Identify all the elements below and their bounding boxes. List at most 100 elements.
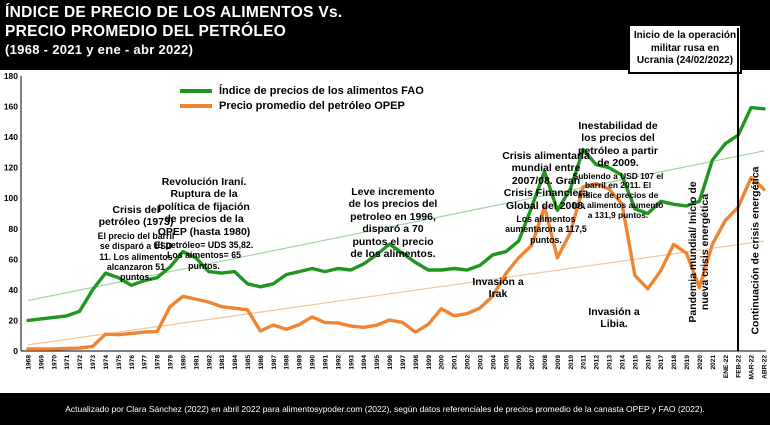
x-tick-label: 1988 bbox=[284, 355, 291, 370]
y-tick-label: 60 bbox=[9, 254, 19, 264]
x-tick-label: 1993 bbox=[348, 355, 355, 370]
x-tick-label: 1994 bbox=[361, 355, 368, 370]
legend-entry-opep: Precio promedio del petróleo OPEP bbox=[180, 100, 424, 112]
x-tick-label: 1968 bbox=[26, 355, 33, 370]
x-tick-label: 1999 bbox=[426, 355, 433, 370]
x-tick-label: 1995 bbox=[374, 355, 381, 370]
legend-label-fao: Índice de precios de los alimentos FAO bbox=[219, 85, 424, 97]
x-tick-label: 2018 bbox=[671, 355, 678, 370]
x-tick-label: 1990 bbox=[310, 355, 317, 370]
x-tick-label: 1983 bbox=[219, 355, 226, 370]
y-tick-label: 100 bbox=[4, 193, 18, 203]
x-tick-label: 1976 bbox=[129, 355, 136, 370]
annotation-crisis-1973: Crisis del petróleo (1973) El precio del… bbox=[94, 204, 178, 283]
x-tick-label: 1978 bbox=[155, 355, 162, 370]
x-tick-label: 1977 bbox=[142, 355, 149, 370]
x-tick-label: 2006 bbox=[516, 355, 523, 370]
opep-line-swatch bbox=[180, 104, 212, 108]
annotation-body: Subiendo a USD 107 el barril en 2011. El… bbox=[572, 170, 664, 221]
title-line-3: (1968 - 2021 y ene - abr 2022) bbox=[5, 41, 194, 57]
x-tick-label: 2010 bbox=[568, 355, 575, 370]
x-tick-label: 2020 bbox=[697, 355, 704, 370]
x-tick-label: 2014 bbox=[619, 355, 626, 370]
fao-trendline bbox=[27, 150, 765, 302]
x-tick-label: 2017 bbox=[658, 355, 665, 370]
x-tick-label: 2000 bbox=[439, 355, 446, 370]
y-tick-label: 160 bbox=[4, 102, 18, 112]
plot-area: 0 20 40 60 80 100 120 140 160 180 1968 1969 1970 1971… bbox=[0, 70, 770, 393]
annotation-invasion-libia: Invasión a Libia. bbox=[578, 306, 650, 331]
annotation-title: Invasión a Libia. bbox=[588, 306, 640, 331]
y-tick-label: 140 bbox=[4, 132, 18, 142]
x-tick-label: 1974 bbox=[103, 355, 110, 370]
opep-data-line bbox=[26, 175, 766, 351]
x-tick-label: 2004 bbox=[490, 355, 497, 370]
x-tick-label: ENE-22 bbox=[723, 355, 730, 378]
x-tick-label: MAR-22 bbox=[749, 355, 756, 380]
chart-svg: 0 20 40 60 80 100 120 140 160 180 1968 1969 1970 1971… bbox=[4, 71, 769, 380]
title-line-1: ÍNDICE DE PRECIO DE LOS ALIMENTOS Vs. bbox=[5, 4, 343, 21]
legend-label-opep: Precio promedio del petróleo OPEP bbox=[219, 100, 405, 112]
annotation-title: Inestabilidad de los precios del petróle… bbox=[578, 120, 658, 170]
x-tick-label: 1980 bbox=[180, 355, 187, 370]
footer-credit: Actualizado por Clara Sánchez (2022) en … bbox=[0, 393, 770, 425]
y-tick-label: 40 bbox=[9, 285, 19, 295]
x-tick-label: 1998 bbox=[413, 355, 420, 370]
x-tick-label: 1991 bbox=[322, 355, 329, 370]
x-tick-label: 2001 bbox=[452, 355, 459, 370]
x-tick-label: 1969 bbox=[38, 355, 45, 370]
x-tick-label: 1996 bbox=[387, 355, 394, 370]
annotation-revolucion-irani: Revolución Iraní. Ruptura de la política… bbox=[152, 176, 256, 271]
x-tick-label: 1989 bbox=[297, 355, 304, 370]
x-tick-label: 1975 bbox=[116, 355, 123, 370]
x-tick-label: 1971 bbox=[64, 355, 71, 370]
x-tick-label: 2015 bbox=[632, 355, 639, 370]
y-tick-label: 0 bbox=[13, 346, 18, 356]
annotation-body: Los alimentos aumentaron a 117,5 puntos. bbox=[505, 213, 587, 245]
annotation-invasion-irak: Invasión a Irak bbox=[462, 276, 534, 301]
event-marker-line bbox=[737, 28, 739, 351]
y-tick-label: 120 bbox=[4, 163, 18, 173]
legend: Índice de precios de los alimentos FAO P… bbox=[176, 80, 428, 117]
x-tick-label: 1972 bbox=[77, 355, 84, 370]
opep-trendline bbox=[27, 240, 765, 346]
annotation-inestabilidad-2009: Inestabilidad de los precios del petróle… bbox=[572, 120, 664, 221]
event-callout-box: Inicio de la operación militar rusa en U… bbox=[628, 24, 742, 74]
x-tick-label: 2008 bbox=[542, 355, 549, 370]
x-tick-label: 2005 bbox=[503, 355, 510, 370]
x-tick-label: ABR-22 bbox=[762, 355, 769, 379]
annotation-crisis-2008: Crisis alimentaria mundial entre 2007/08… bbox=[498, 150, 594, 245]
page-title: ÍNDICE DE PRECIO DE LOS ALIMENTOS Vs. PR… bbox=[5, 3, 343, 58]
annotation-body: El petróleo= UDS 35,82. Los aimentos= 65… bbox=[154, 239, 254, 271]
annotation-title: Leve incremento de los precios del petro… bbox=[348, 186, 438, 260]
annotation-pandemia-vertical: Pandemia mundial/ Inicio de nueva crisis… bbox=[687, 181, 712, 323]
fao-data-line bbox=[26, 105, 766, 323]
x-tick-label: 2019 bbox=[684, 355, 691, 370]
x-tick-label: 1984 bbox=[232, 355, 239, 370]
x-tick-label: 2021 bbox=[710, 355, 717, 370]
x-tick-label: 2012 bbox=[594, 355, 601, 370]
x-tick-label: 2009 bbox=[555, 355, 562, 370]
y-tick-label: 180 bbox=[4, 71, 18, 81]
x-tick-label: 1986 bbox=[258, 355, 265, 370]
annotation-leve-1996: Leve incremento de los precios del petro… bbox=[348, 186, 438, 260]
x-tick-label: 2003 bbox=[477, 355, 484, 370]
x-tick-label: 2007 bbox=[529, 355, 536, 370]
annotation-body: El precio del barril se disparó a USD 11… bbox=[97, 230, 175, 283]
x-tick-label: 1987 bbox=[271, 355, 278, 370]
x-tick-label: 1981 bbox=[193, 355, 200, 370]
title-line-2: PRECIO PROMEDIO DEL PETRÓLEO bbox=[5, 23, 287, 41]
x-tick-label: 1982 bbox=[206, 355, 213, 370]
y-tick-label: 80 bbox=[9, 224, 19, 234]
y-tick-label: 20 bbox=[9, 315, 19, 325]
x-tick-label: 1970 bbox=[51, 355, 58, 370]
x-tick-label: 2011 bbox=[581, 355, 588, 370]
x-tick-label: 1985 bbox=[245, 355, 252, 370]
x-tick-label: 2013 bbox=[607, 355, 614, 370]
annotation-title: Invasión a Irak bbox=[472, 276, 524, 301]
x-tick-label: 1997 bbox=[400, 355, 407, 370]
annotation-title: Crisis alimentaria mundial entre 2007/08… bbox=[502, 150, 590, 212]
annotation-title: Revolución Iraní. Ruptura de la política… bbox=[157, 176, 251, 238]
annotation-title: Crisis del petróleo (1973) bbox=[98, 204, 174, 229]
